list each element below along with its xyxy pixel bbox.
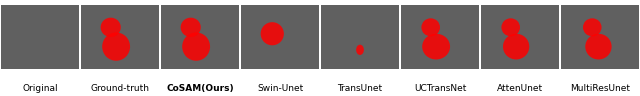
Ellipse shape — [583, 18, 602, 36]
Text: AttenUnet: AttenUnet — [497, 84, 543, 93]
Ellipse shape — [102, 32, 130, 61]
Ellipse shape — [586, 34, 612, 60]
Ellipse shape — [503, 34, 529, 60]
Text: UCTransNet: UCTransNet — [414, 84, 466, 93]
Text: MultiResUnet: MultiResUnet — [570, 84, 630, 93]
Ellipse shape — [356, 45, 364, 55]
Ellipse shape — [260, 22, 284, 45]
Ellipse shape — [422, 34, 450, 60]
Text: TransUnet: TransUnet — [337, 84, 383, 93]
Ellipse shape — [182, 32, 210, 61]
Ellipse shape — [100, 18, 121, 37]
Text: Original: Original — [22, 84, 58, 93]
Ellipse shape — [501, 18, 520, 36]
Text: Swin-Unet: Swin-Unet — [257, 84, 303, 93]
Text: Ground-truth: Ground-truth — [90, 84, 150, 93]
Ellipse shape — [180, 18, 201, 37]
Text: CoSAM(Ours): CoSAM(Ours) — [166, 84, 234, 93]
Ellipse shape — [421, 18, 440, 36]
